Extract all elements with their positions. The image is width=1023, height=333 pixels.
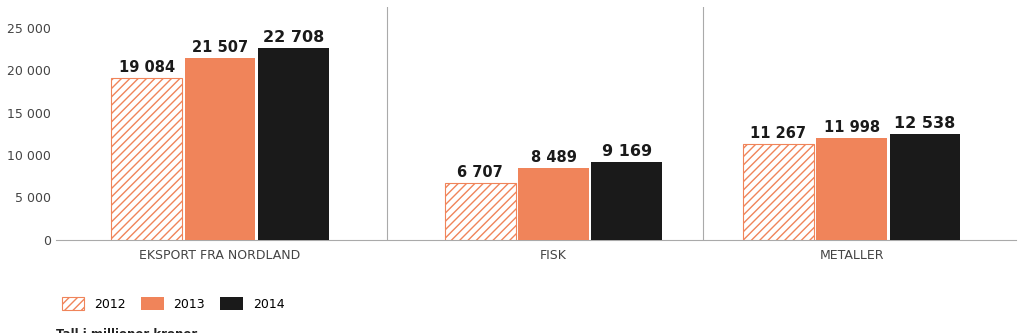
Text: 8 489: 8 489 (531, 150, 577, 165)
Text: 11 267: 11 267 (751, 127, 806, 142)
Text: 11 998: 11 998 (824, 120, 880, 135)
Text: 21 507: 21 507 (192, 40, 248, 55)
Legend: 2012, 2013, 2014: 2012, 2013, 2014 (62, 297, 284, 311)
Text: 6 707: 6 707 (457, 165, 503, 180)
Text: 12 538: 12 538 (894, 116, 955, 131)
Bar (591, 162, 662, 240)
Bar (890, 134, 961, 240)
Bar (258, 48, 328, 240)
Bar (743, 145, 814, 240)
Bar (519, 168, 589, 240)
Bar (184, 58, 256, 240)
Bar (445, 183, 516, 240)
Text: 19 084: 19 084 (119, 60, 175, 75)
Bar (112, 78, 182, 240)
Bar (816, 138, 887, 240)
Text: Tall i millioner kroner.: Tall i millioner kroner. (55, 328, 199, 333)
Text: 9 169: 9 169 (602, 144, 652, 159)
Text: 22 708: 22 708 (263, 30, 324, 45)
